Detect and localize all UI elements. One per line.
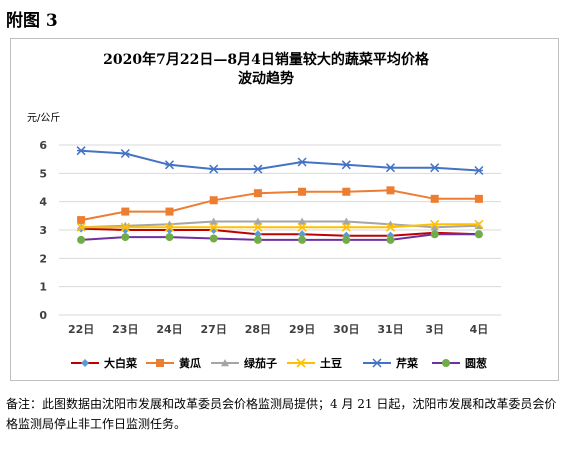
legend-entry: 芹菜 <box>396 356 419 370</box>
legend-entry: 圆葱 <box>465 356 487 370</box>
data-point <box>341 222 351 232</box>
data-point <box>297 222 307 232</box>
data-point <box>298 235 307 244</box>
data-point <box>474 219 484 229</box>
legend-entry: 大白菜 <box>104 356 138 370</box>
data-point <box>165 233 174 242</box>
x-tick-label: 29日 <box>289 323 315 336</box>
data-point <box>253 222 263 232</box>
square-icon <box>156 359 164 367</box>
data-point <box>298 230 307 239</box>
data-point <box>385 163 396 173</box>
data-point <box>209 234 218 243</box>
x-icon <box>296 358 306 368</box>
data-point <box>209 217 218 225</box>
data-point <box>342 235 351 244</box>
data-point <box>430 194 439 203</box>
legend-entry: 黄瓜 <box>179 356 201 370</box>
line-chart: 元/公斤 0 1 2 3 4 5 6 22日 23日 24日 27日 28日 29日 30日 31日 3日 4日大… <box>27 112 501 370</box>
data-point <box>209 196 218 205</box>
chart-title: 2020年7月22日—8月4日销量较大的蔬菜平均价格 波动趋势 <box>11 51 521 89</box>
series-line <box>81 233 479 241</box>
data-point <box>474 165 484 176</box>
y-axis-label: 元/公斤 <box>27 112 60 124</box>
y-tick-label: 4 <box>39 196 47 209</box>
data-point <box>298 217 307 225</box>
data-point <box>121 207 130 216</box>
chart-container: 2020年7月22日—8月4日销量较大的蔬菜平均价格 波动趋势 元/公斤 0 1 2 3… <box>10 38 559 381</box>
x-tick-label: 22日 <box>68 323 94 336</box>
data-point <box>341 160 351 170</box>
data-point <box>342 187 351 196</box>
data-point <box>165 207 174 216</box>
x-tick-label: 4日 <box>470 323 489 336</box>
data-point <box>385 222 396 232</box>
data-point <box>120 222 130 232</box>
x-tick-label: 28日 <box>245 323 271 336</box>
star-icon <box>372 358 382 368</box>
data-point <box>253 189 262 198</box>
footnote: 备注：此图数据由沈阳市发展和改革委员会价格监测局提供；4 月 21 日起，沈阳市… <box>6 397 557 431</box>
data-point <box>253 217 262 225</box>
data-point <box>342 217 351 225</box>
data-point <box>253 235 262 244</box>
data-point <box>430 223 439 231</box>
page-heading: 附图 3 <box>6 11 58 31</box>
data-point <box>121 233 130 242</box>
data-point <box>209 222 219 232</box>
data-point <box>209 164 219 174</box>
series-line <box>80 189 479 222</box>
chart-title-line-1: 2020年7月22日—8月4日销量较大的蔬菜平均价格 <box>103 52 429 68</box>
data-point <box>76 222 86 232</box>
y-tick-label: 6 <box>39 139 47 152</box>
x-tick-label: 3日 <box>425 323 444 336</box>
x-tick-label: 24日 <box>156 323 182 336</box>
data-point <box>77 216 86 225</box>
circle-icon <box>442 359 450 367</box>
data-point <box>76 146 86 156</box>
legend-entry: 绿茄子 <box>244 356 277 370</box>
x-tick-label: 23日 <box>112 323 138 336</box>
x-tick-label: 31日 <box>377 323 403 336</box>
x-tick-label: 27日 <box>201 323 227 336</box>
series-line <box>81 223 479 229</box>
chart-title-line-2: 波动趋势 <box>238 71 294 87</box>
data-point <box>164 160 175 170</box>
y-tick-label: 1 <box>39 281 47 294</box>
data-point <box>120 148 130 159</box>
data-point <box>164 222 175 232</box>
legend-entry: 土豆 <box>320 356 342 370</box>
data-point <box>386 186 395 195</box>
data-point <box>474 230 483 239</box>
data-point <box>430 230 439 239</box>
data-point <box>77 235 86 244</box>
data-point <box>474 194 483 203</box>
data-point <box>386 235 395 244</box>
data-point <box>430 163 440 173</box>
y-tick-label: 0 <box>39 309 47 322</box>
series-line <box>81 227 479 237</box>
data-point <box>253 164 263 174</box>
data-point <box>253 230 262 239</box>
series-line <box>81 149 479 172</box>
data-point <box>298 187 307 196</box>
diamond-icon <box>81 359 89 367</box>
triangle-icon <box>221 359 229 367</box>
x-tick-label: 30日 <box>333 323 359 336</box>
y-tick-label: 2 <box>39 252 47 265</box>
y-tick-label: 3 <box>39 224 47 237</box>
data-point <box>297 157 307 167</box>
data-point <box>430 219 440 229</box>
y-tick-label: 5 <box>39 167 47 180</box>
